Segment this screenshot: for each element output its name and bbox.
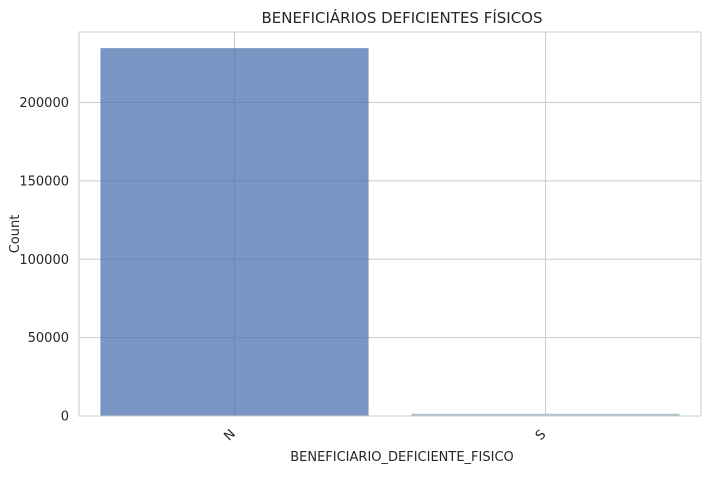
bars-layer — [100, 47, 680, 417]
plot-frame — [78, 31, 702, 417]
y-axis-label: Count — [8, 215, 23, 254]
y-tick-label: 0 — [61, 410, 69, 425]
chart-title: BENEFICIÁRIOS DEFICIENTES FÍSICOS — [261, 8, 542, 27]
bar-N — [100, 47, 369, 417]
plot-border — [78, 31, 702, 417]
y-tick-label: 100000 — [19, 253, 69, 268]
y-tick-label: 200000 — [19, 96, 69, 111]
y-tick-label: 50000 — [28, 331, 69, 346]
y-tick-label: 150000 — [19, 174, 69, 189]
x-axis-label: BENEFICIARIO_DEFICIENTE_FISICO — [290, 450, 514, 465]
y-axis-ticks: 0 50000 100000 150000 200000 — [19, 96, 69, 424]
